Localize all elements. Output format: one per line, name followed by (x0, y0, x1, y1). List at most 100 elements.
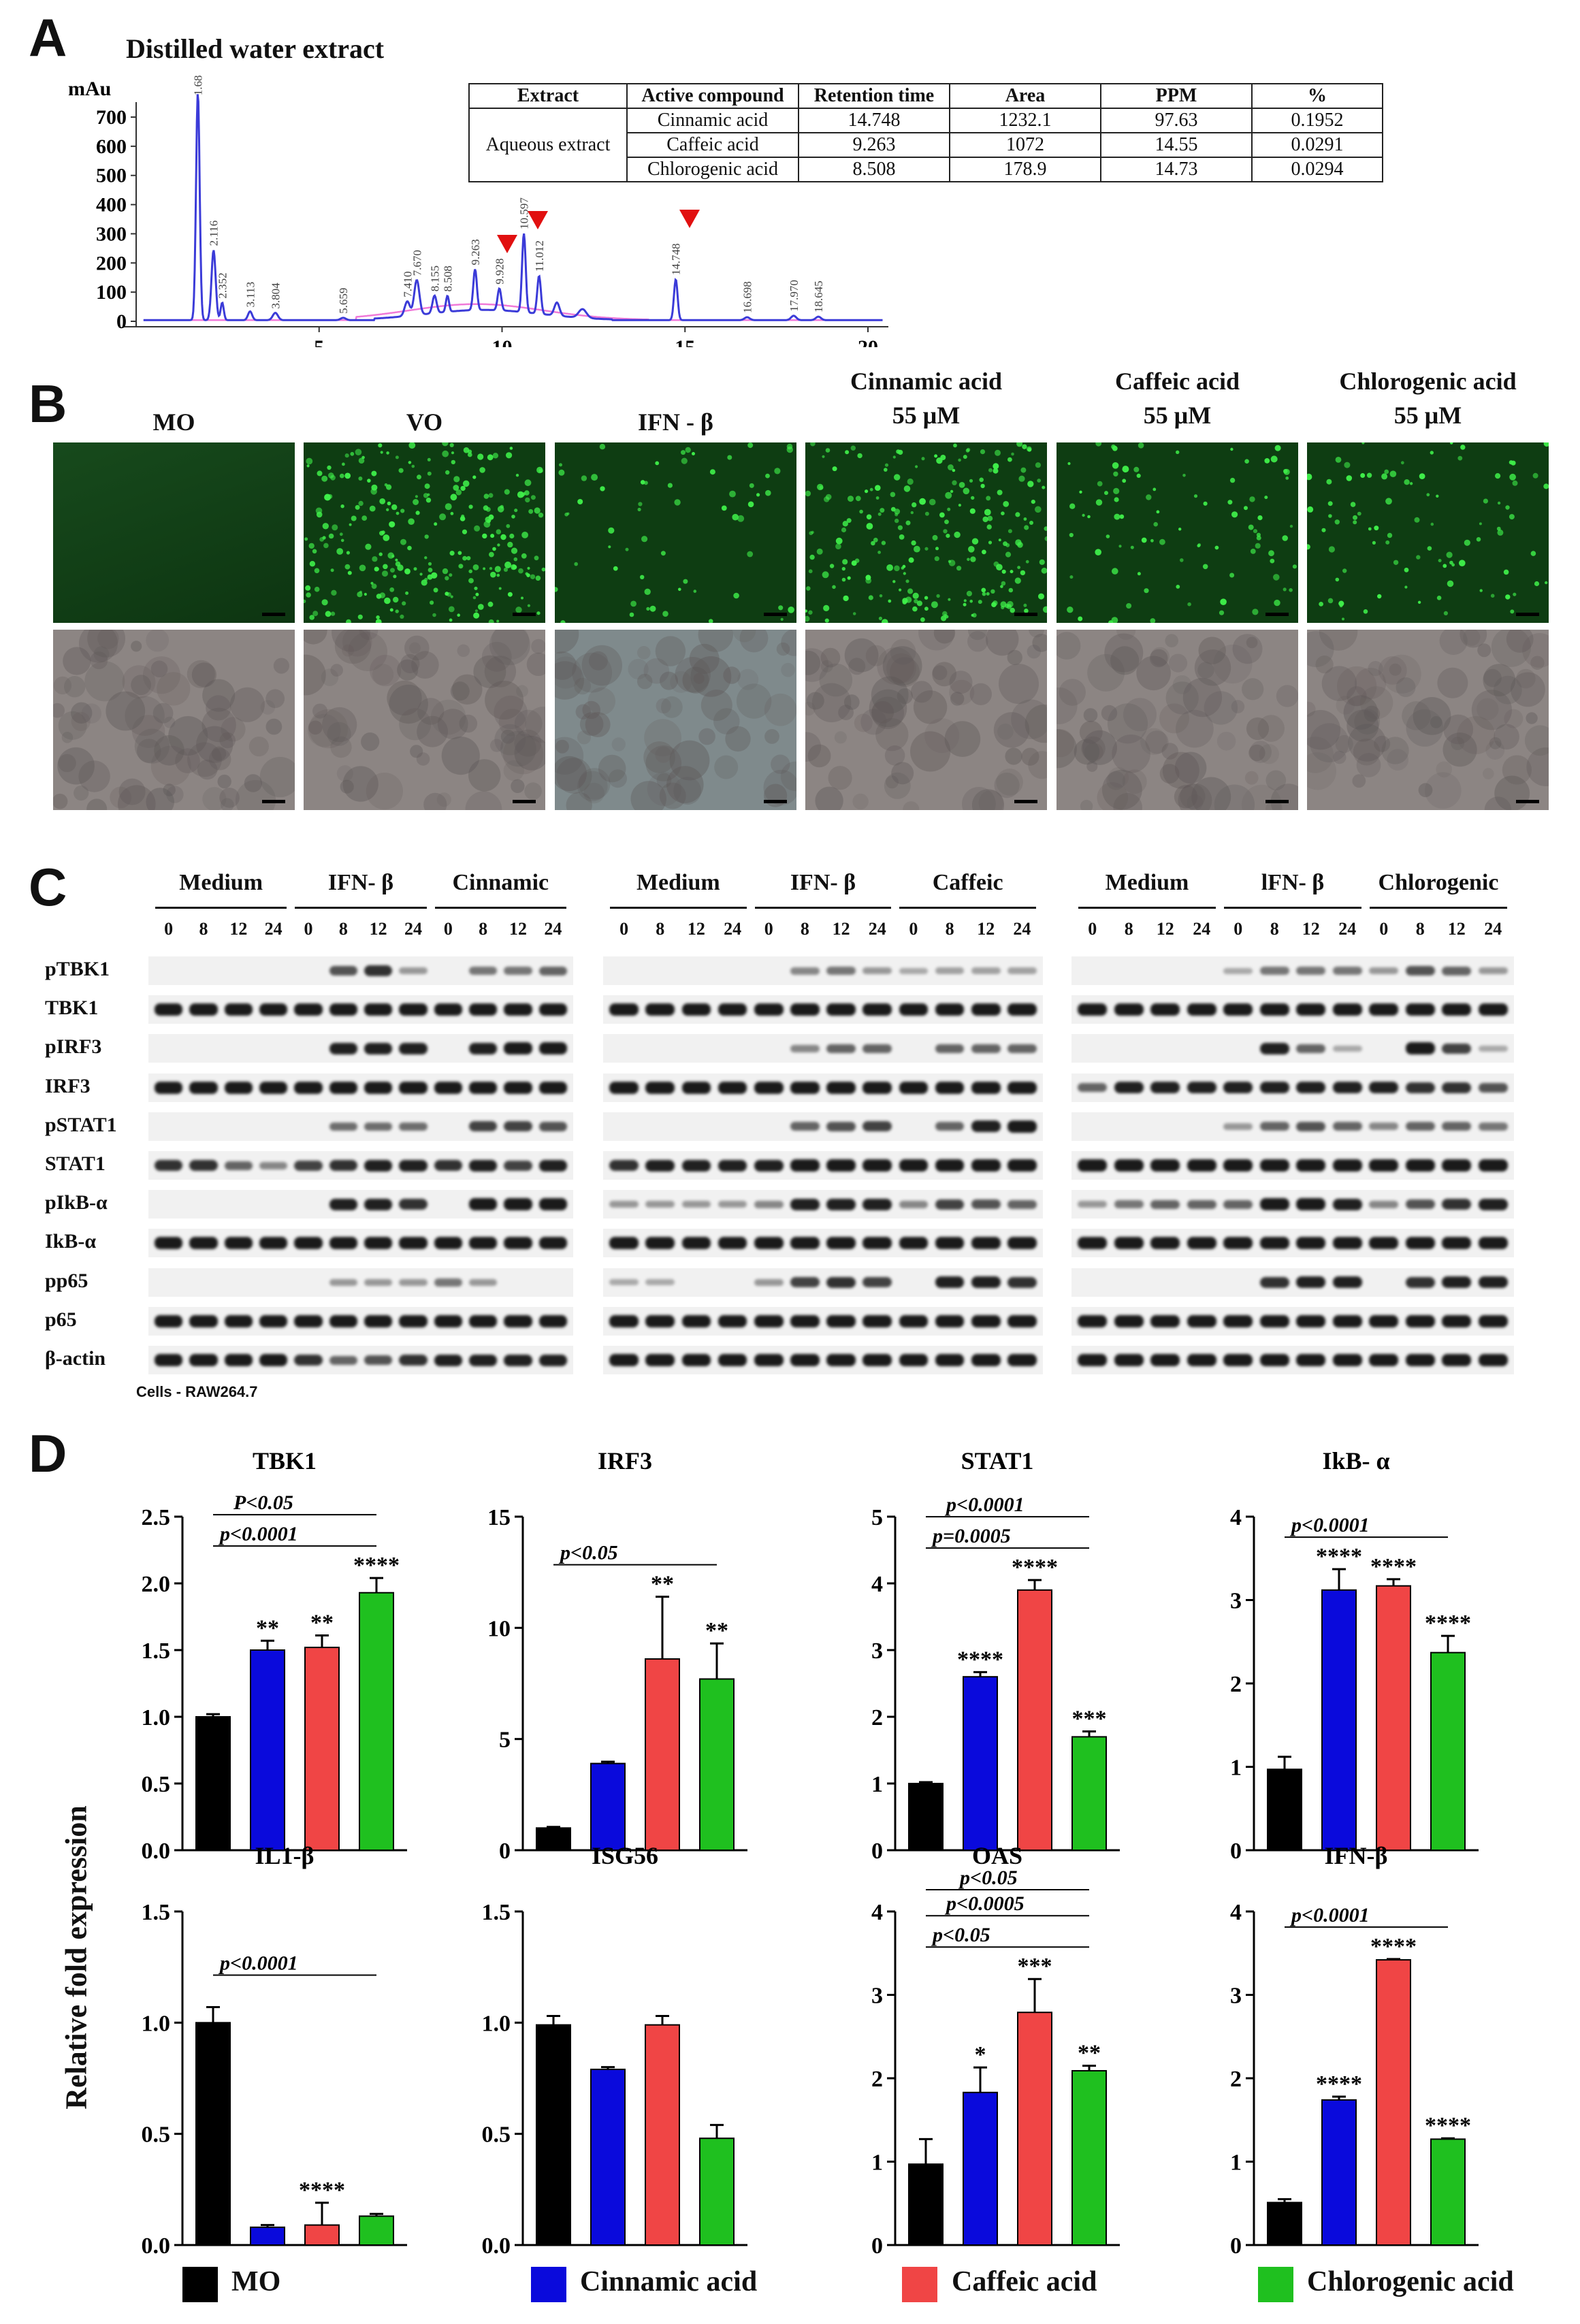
blot-band (899, 1237, 929, 1250)
blot-band (259, 1237, 288, 1250)
blot-group-underline (295, 907, 427, 909)
blot-strip (603, 1151, 1043, 1180)
blot-band (469, 1237, 498, 1250)
blot-strip (148, 1346, 573, 1374)
hplc-cell: 8.508 (798, 157, 950, 182)
peak-label: 3.804 (269, 283, 282, 309)
y-tick-label: 2 (871, 2067, 883, 2092)
blot-band (1478, 1082, 1508, 1093)
blot-band (826, 967, 856, 975)
blot-band (1114, 1354, 1144, 1366)
blot-band (1332, 1122, 1362, 1131)
blot-strip (148, 995, 573, 1024)
legend-swatch-cinnamic (531, 2267, 566, 2302)
blot-band (1078, 1237, 1108, 1250)
legend-label: Caffeic acid (952, 2266, 1097, 2297)
blot-band (899, 967, 929, 974)
chart-title: ISG56 (592, 1842, 658, 1869)
blot-strip (603, 995, 1043, 1024)
blot-band (434, 1314, 462, 1327)
blot-strip (148, 1190, 573, 1219)
blot-strip (148, 956, 573, 985)
blot-band (364, 1122, 393, 1131)
y-tick-label: 2 (1230, 2067, 1242, 2092)
significance-stars: **** (353, 1553, 400, 1578)
blot-band (1007, 1003, 1037, 1016)
blot-band (504, 1354, 532, 1366)
blot-band (399, 1278, 428, 1286)
bar-cinnamic-acid (590, 2068, 626, 2246)
blot-band (1405, 1199, 1435, 1210)
y-tick-label: 0 (1230, 1839, 1242, 1864)
bar-cinnamic-acid (250, 1649, 285, 1851)
condition-label: MO (152, 408, 195, 436)
peak-label: 10.597 (518, 197, 531, 229)
scale-bar (1014, 800, 1037, 803)
blot-band (1114, 1159, 1144, 1172)
peak-label: 8.155 (428, 265, 441, 291)
chromatogram-title: Distilled water extract (126, 33, 385, 64)
blot-band (826, 1354, 856, 1366)
significance-stars: ** (651, 1572, 674, 1597)
blot-band (224, 1237, 253, 1250)
peak-label: 9.263 (469, 239, 482, 265)
blot-band (790, 1044, 820, 1052)
blot-band (399, 1159, 428, 1172)
y-tick-label: 0 (871, 2233, 883, 2259)
blot-band (1150, 1159, 1180, 1172)
timepoint-label: 0 (304, 919, 313, 939)
p-value-annotation: p<0.0001 (218, 1523, 298, 1545)
condition-dose: 55 μM (892, 402, 961, 429)
y-tick-label: 10 (487, 1616, 511, 1641)
blot-band (1223, 1354, 1253, 1366)
bar-chlorogenic-acid (1071, 1736, 1107, 1851)
blot-group-underline (434, 907, 566, 909)
blot-strip (148, 1229, 573, 1258)
blot-band (1078, 1159, 1108, 1172)
p-value-annotation: p<0.0001 (944, 1494, 1025, 1516)
y-tick-label: 3 (871, 1984, 883, 2009)
blot-band (1259, 1314, 1289, 1327)
blot-band (645, 1237, 675, 1250)
timepoint-label: 24 (1338, 919, 1357, 939)
blot-band (971, 1276, 1001, 1289)
blot-band (1150, 1199, 1180, 1209)
blot-band (1369, 967, 1399, 974)
blot-band (1332, 1003, 1362, 1016)
blot-strip (1071, 1306, 1514, 1336)
blot-band (364, 1237, 393, 1250)
blot-band (790, 967, 820, 975)
significance-stars: ** (256, 1615, 279, 1641)
blot-strip (1071, 1073, 1514, 1102)
blot-band (329, 1198, 357, 1210)
blot-band (1007, 1081, 1037, 1094)
y-tick-label: 0 (1230, 2233, 1242, 2259)
blot-band (155, 1237, 183, 1250)
blot-band (329, 1081, 357, 1094)
timepoint-label: 8 (945, 919, 954, 939)
condition-label: IFN - β (638, 408, 713, 436)
y-tick-label: 0.0 (142, 1839, 171, 1864)
timepoint-label: 12 (1156, 919, 1174, 939)
timepoint-label: 0 (764, 919, 773, 939)
blot-band (469, 1003, 498, 1016)
timepoint-label: 8 (479, 919, 488, 939)
blot-group-label: Medium (636, 870, 720, 895)
y-tick-label: 4 (871, 1900, 883, 1925)
blot-band (469, 967, 498, 975)
panel-label-a: A (29, 7, 67, 67)
blot-band (1150, 1237, 1180, 1250)
blot-band (935, 967, 965, 974)
blot-band (329, 1314, 357, 1327)
y-tick-label: 1.5 (482, 1900, 511, 1925)
blot-band (1405, 1159, 1435, 1172)
hplc-cell: 14.55 (1100, 132, 1253, 158)
bar-mo (1267, 2201, 1302, 2246)
y-tick-label: 4 (1230, 1900, 1242, 1925)
blot-band (364, 1159, 393, 1172)
blot-band (826, 1314, 856, 1327)
blot-band (609, 1314, 639, 1327)
blot-band (862, 1198, 892, 1210)
blot-band (1478, 967, 1508, 974)
